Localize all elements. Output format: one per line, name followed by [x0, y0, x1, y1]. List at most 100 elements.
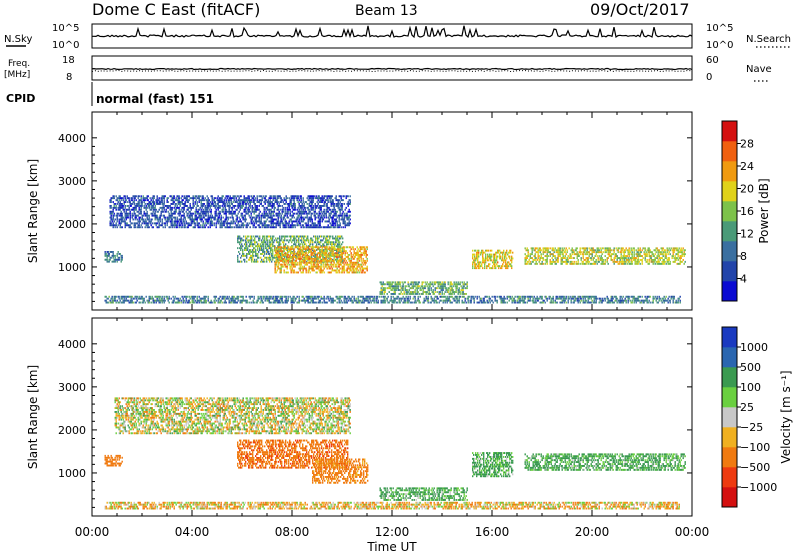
power-echo-cell: [340, 247, 342, 250]
power-echo-cell: [256, 253, 258, 255]
power-echo-cell: [171, 220, 173, 223]
power-echo-cell: [174, 218, 176, 221]
power-echo-cell: [487, 265, 489, 268]
power-echo-cell: [510, 259, 512, 262]
power-echo-cell: [608, 247, 610, 250]
power-echo-cell: [254, 205, 256, 207]
power-echo-cell: [311, 252, 313, 254]
power-echo-cell: [141, 214, 143, 217]
power-echo-cell: [664, 253, 666, 256]
power-echo-cell: [604, 255, 606, 257]
power-echo-cell: [338, 199, 340, 202]
power-echo-cell: [253, 222, 255, 225]
power-echo-cell: [660, 247, 662, 250]
power-echo-cell: [556, 259, 558, 261]
power-echo-cell: [335, 263, 337, 266]
power-echo-cell: [557, 259, 559, 261]
power-echo-cell: [304, 239, 306, 242]
power-echo-cell: [632, 257, 634, 259]
power-echo-cell: [325, 252, 327, 254]
power-echo-cell: [661, 260, 663, 263]
power-echo-cell: [349, 203, 351, 205]
power-echo-cell: [161, 203, 163, 205]
power-echo-cell: [287, 246, 289, 249]
power-echo-cell: [292, 205, 294, 207]
power-echo-cell: [278, 250, 280, 253]
power-echo-cell: [593, 257, 595, 259]
power-echo-cell: [505, 251, 507, 254]
power-echo-cell: [183, 226, 185, 229]
power-echo-cell: [333, 257, 335, 260]
power-echo-cell: [301, 205, 303, 207]
power-echo-cell: [494, 267, 496, 270]
power-echo-cell: [283, 239, 285, 242]
power-echo-cell: [660, 257, 662, 259]
power-echo-cell: [207, 210, 209, 213]
power-echo-cell: [158, 203, 160, 205]
power-echo-cell: [242, 245, 244, 248]
power-echo-cell: [321, 235, 323, 238]
power-echo-cell: [545, 260, 547, 263]
power-echo-cell: [155, 214, 157, 217]
power-echo-cell: [167, 206, 169, 209]
power-echo-cell: [338, 226, 340, 229]
power-echo-cell: [264, 201, 266, 203]
power-echo-cell: [341, 271, 343, 274]
power-echo-cell: [342, 249, 344, 251]
power-echo-cell: [144, 214, 146, 217]
power-echo-cell: [559, 247, 561, 250]
power-echo-cell: [169, 220, 171, 223]
power-echo-cell: [299, 252, 301, 254]
power-echo-cell: [196, 222, 198, 225]
power-echo-cell: [387, 287, 389, 290]
power-echo-cell: [271, 249, 273, 251]
power-echo-cell: [509, 249, 511, 252]
power-echo-cell: [208, 216, 210, 219]
power-echo-cell: [104, 253, 106, 255]
power-echo-cell: [613, 249, 615, 252]
power-echo-cell: [283, 269, 285, 272]
power-echo-cell: [536, 247, 538, 250]
power-echo-cell: [249, 249, 251, 251]
power-echo-cell: [255, 220, 257, 223]
power-echo-cell: [277, 267, 279, 270]
power-echo-cell: [287, 235, 289, 238]
power-echo-cell: [288, 206, 290, 209]
power-echo-cell: [526, 257, 528, 259]
power-echo-cell: [476, 263, 478, 266]
power-echo-cell: [323, 267, 325, 270]
power-echo-cell: [590, 257, 592, 259]
power-echo-cell: [306, 245, 308, 248]
power-echo-cell: [268, 235, 270, 238]
power-echo-cell: [284, 212, 286, 215]
power-echo-cell: [276, 220, 278, 223]
power-echo-cell: [192, 218, 194, 221]
power-echo-cell: [110, 251, 112, 253]
power-echo-cell: [244, 203, 246, 205]
power-echo-cell: [309, 224, 311, 227]
power-echo-cell: [599, 257, 601, 259]
power-echo-cell: [190, 222, 192, 225]
power-echo-cell: [388, 281, 390, 284]
power-echo-cell: [277, 214, 279, 217]
power-echo-cell: [333, 261, 335, 264]
power-echo-cell: [298, 237, 300, 240]
power-echo-cell: [365, 256, 367, 258]
power-echo-cell: [314, 206, 316, 209]
power-echo-cell: [121, 226, 123, 229]
power-echo-cell: [303, 218, 305, 221]
power-echo-cell: [234, 205, 236, 207]
power-echo-cell: [249, 253, 251, 255]
power-echo-cell: [604, 251, 606, 254]
power-echo-cell: [335, 271, 337, 274]
power-echo-cell: [346, 218, 348, 221]
power-echo-cell: [148, 220, 150, 223]
power-echo-cell: [249, 226, 251, 229]
power-echo-cell: [324, 235, 326, 238]
power-echo-cell: [312, 197, 314, 200]
power-echo-cell: [171, 206, 173, 209]
power-echo-cell: [213, 224, 215, 227]
power-echo-cell: [302, 243, 304, 246]
power-echo-cell: [262, 253, 264, 255]
power-echo-cell: [306, 226, 308, 229]
